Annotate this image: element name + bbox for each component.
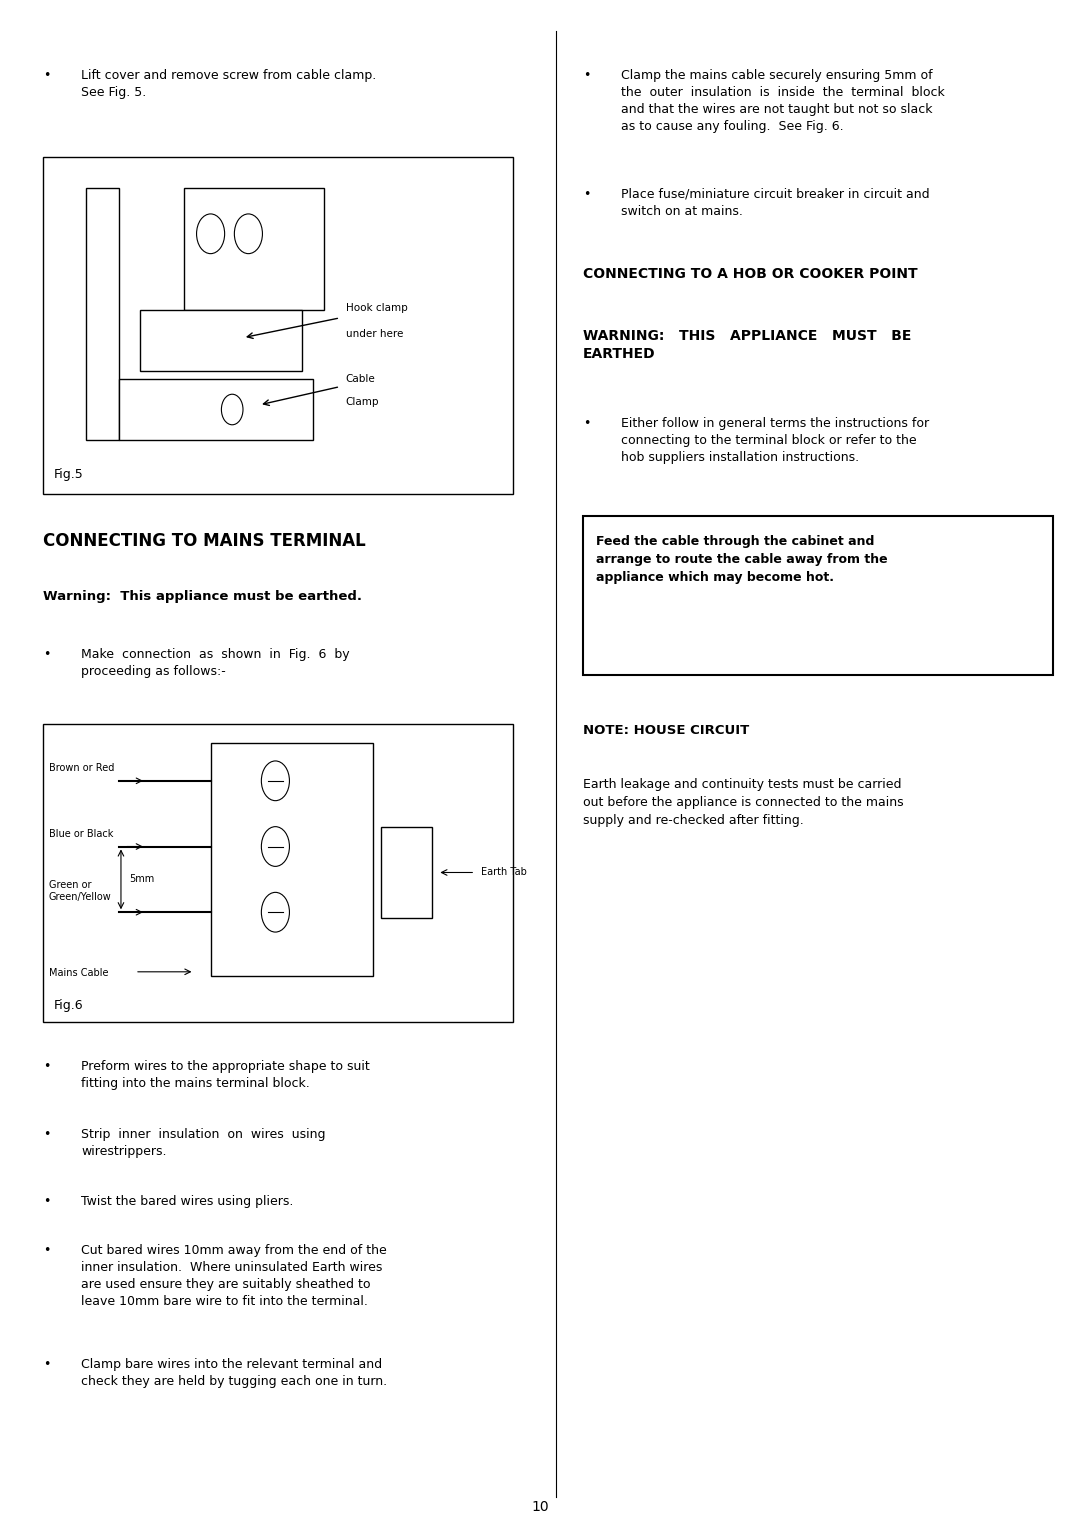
Text: NOTE: HOUSE CIRCUIT: NOTE: HOUSE CIRCUIT [583, 724, 750, 738]
Text: Hook clamp: Hook clamp [346, 303, 407, 313]
Text: Warning:  This appliance must be earthed.: Warning: This appliance must be earthed. [43, 590, 362, 604]
Text: CONNECTING TO A HOB OR COOKER POINT: CONNECTING TO A HOB OR COOKER POINT [583, 267, 918, 281]
Text: Feed the cable through the cabinet and
arrange to route the cable away from the
: Feed the cable through the cabinet and a… [596, 535, 888, 584]
Text: CONNECTING TO MAINS TERMINAL: CONNECTING TO MAINS TERMINAL [43, 532, 366, 550]
FancyBboxPatch shape [583, 516, 1053, 675]
Text: •: • [583, 69, 591, 83]
Text: Fig.6: Fig.6 [54, 998, 83, 1012]
Text: 10: 10 [531, 1500, 549, 1514]
Text: Earth Tab: Earth Tab [481, 868, 526, 877]
Text: Either follow in general terms the instructions for
connecting to the terminal b: Either follow in general terms the instr… [621, 417, 929, 465]
Text: under here: under here [346, 329, 403, 339]
Bar [119, 379, 313, 440]
Text: Make  connection  as  shown  in  Fig.  6  by
proceeding as follows:-: Make connection as shown in Fig. 6 by pr… [81, 648, 350, 678]
Text: Mains Cable: Mains Cable [49, 967, 108, 978]
Text: •: • [43, 1128, 51, 1141]
Text: •: • [583, 188, 591, 202]
Text: Cable: Cable [346, 374, 376, 385]
Circle shape [197, 214, 225, 254]
Text: Earth leakage and continuity tests must be carried
out before the appliance is c: Earth leakage and continuity tests must … [583, 778, 904, 827]
Text: Cut bared wires 10mm away from the end of the
inner insulation.  Where uninsulat: Cut bared wires 10mm away from the end o… [81, 1244, 387, 1308]
Text: Brown or Red: Brown or Red [49, 762, 114, 773]
Text: •: • [43, 1060, 51, 1074]
Text: Blue or Black: Blue or Black [49, 828, 113, 839]
Text: Lift cover and remove screw from cable clamp.
See Fig. 5.: Lift cover and remove screw from cable c… [81, 69, 376, 99]
Text: Fig.5: Fig.5 [54, 468, 84, 481]
Text: Preform wires to the appropriate shape to suit
fitting into the mains terminal b: Preform wires to the appropriate shape t… [81, 1060, 369, 1091]
Circle shape [261, 892, 289, 932]
Bar [211, 743, 373, 976]
Bar [86, 188, 119, 440]
Circle shape [234, 214, 262, 254]
Text: WARNING:   THIS   APPLIANCE   MUST   BE
EARTHED: WARNING: THIS APPLIANCE MUST BE EARTHED [583, 329, 912, 361]
Text: Twist the bared wires using pliers.: Twist the bared wires using pliers. [81, 1195, 294, 1209]
Text: •: • [583, 417, 591, 431]
Bar [381, 827, 432, 918]
Text: •: • [43, 69, 51, 83]
Text: Strip  inner  insulation  on  wires  using
wirestrippers.: Strip inner insulation on wires using wi… [81, 1128, 325, 1158]
Text: Clamp: Clamp [346, 397, 379, 408]
FancyBboxPatch shape [43, 724, 513, 1022]
Bar [140, 310, 302, 371]
Circle shape [221, 394, 243, 425]
Text: •: • [43, 1244, 51, 1258]
Text: Green or
Green/Yellow: Green or Green/Yellow [49, 880, 111, 902]
Text: •: • [43, 1195, 51, 1209]
Text: Clamp the mains cable securely ensuring 5mm of
the  outer  insulation  is  insid: Clamp the mains cable securely ensuring … [621, 69, 945, 133]
Circle shape [261, 827, 289, 866]
Text: 5mm: 5mm [130, 874, 154, 885]
Bar [184, 188, 324, 310]
Text: Clamp bare wires into the relevant terminal and
check they are held by tugging e: Clamp bare wires into the relevant termi… [81, 1358, 387, 1389]
Text: •: • [43, 648, 51, 662]
Text: Place fuse/miniature circuit breaker in circuit and
switch on at mains.: Place fuse/miniature circuit breaker in … [621, 188, 930, 219]
FancyBboxPatch shape [43, 157, 513, 494]
Circle shape [261, 761, 289, 801]
Text: •: • [43, 1358, 51, 1372]
